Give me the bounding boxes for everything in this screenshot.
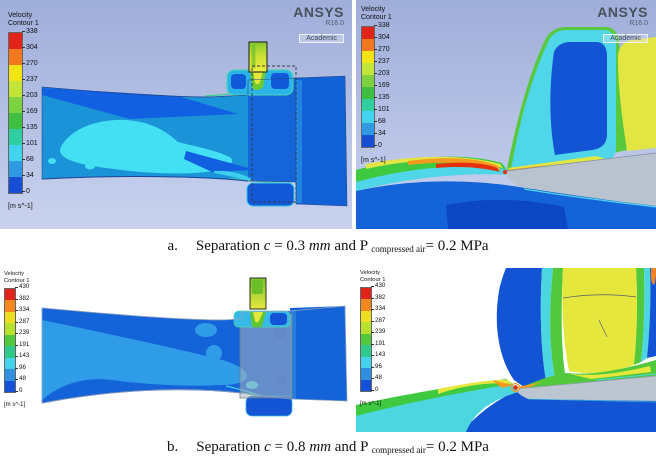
legend-tick: 48 bbox=[15, 376, 26, 382]
legend-colorbar bbox=[361, 25, 375, 148]
legend-unit: [m s^-1] bbox=[8, 202, 33, 210]
caption-label: a. bbox=[167, 238, 178, 254]
ansys-logo: ANSYS R16.0 Academic bbox=[597, 5, 648, 45]
legend-title: Velocity Contour 1 bbox=[4, 271, 30, 284]
legend-tick: 203 bbox=[374, 70, 390, 77]
panel-bottom-right: Velocity Contour 1 430 382 334 287 239 191 143 96… bbox=[356, 268, 656, 432]
legend-tick: 270 bbox=[22, 60, 38, 67]
legend-tick: 0 bbox=[371, 386, 378, 393]
legend-tick: 0 bbox=[22, 188, 30, 195]
legend-tick: 96 bbox=[15, 364, 26, 371]
legend-tick: 382 bbox=[371, 294, 385, 301]
caption-b: b. Separation c = 0.8 mm and P compresse… bbox=[0, 432, 656, 461]
caption-text: Separation c = 0.3 mm and P compressed a… bbox=[196, 238, 489, 272]
legend-tick: 143 bbox=[371, 352, 385, 358]
caption-text: Separation c = 0.8 mm and P compressed a… bbox=[196, 439, 489, 461]
legend-title: Velocity Contour 1 bbox=[8, 12, 39, 28]
caption-segment: = 0.3 bbox=[270, 238, 309, 254]
legend-tick: 237 bbox=[374, 58, 390, 65]
caption-segment: = 0.8 bbox=[270, 439, 310, 455]
legend-tick: 287 bbox=[371, 317, 385, 324]
ansys-release: R16.0 bbox=[629, 20, 648, 27]
legend-colorbar bbox=[4, 287, 16, 394]
legend-tick: 334 bbox=[15, 307, 29, 313]
caption-variable: c bbox=[264, 439, 271, 455]
velocity-legend: Velocity Contour 1 430 382 334 287 239 191 143 96… bbox=[360, 270, 385, 407]
legend-tick: 101 bbox=[22, 140, 38, 147]
legend-tick: 34 bbox=[374, 130, 386, 137]
ansys-brand: ANSYS bbox=[597, 4, 648, 20]
legend-tick: 143 bbox=[15, 353, 29, 359]
caption-unit: mm bbox=[308, 238, 331, 254]
legend-tick: 287 bbox=[15, 318, 29, 325]
legend-tick: 239 bbox=[15, 330, 29, 336]
legend-tick: 68 bbox=[22, 156, 34, 163]
caption-segment: = 0.2 MPa bbox=[425, 238, 489, 254]
velocity-legend: Velocity Contour 1 430 382 334 287 239 191 143 96… bbox=[4, 271, 29, 408]
legend-tick: 169 bbox=[22, 108, 38, 115]
ansys-license-badge: Academic bbox=[603, 34, 648, 43]
velocity-contour-full-a bbox=[0, 0, 352, 229]
legend-colorbar bbox=[8, 31, 23, 194]
legend-tick: 0 bbox=[374, 142, 382, 149]
legend-unit: [m s^-1] bbox=[361, 156, 386, 164]
ansys-license-badge: Academic bbox=[299, 34, 344, 43]
legend-tick: 430 bbox=[15, 284, 29, 290]
legend-tick: 304 bbox=[374, 34, 390, 41]
legend-tick: 96 bbox=[371, 363, 382, 370]
legend-title: Velocity Contour 1 bbox=[360, 270, 386, 283]
velocity-contour-zoom-b bbox=[356, 268, 656, 432]
velocity-legend: Velocity Contour 1 338 304 270 237 203 169 135 10… bbox=[361, 6, 392, 164]
legend-tick: 34 bbox=[22, 172, 34, 179]
velocity-contour-full-b bbox=[0, 268, 352, 432]
legend-tick: 237 bbox=[22, 76, 38, 83]
velocity-legend: Velocity Contour 1 338 304 270 237 203 169 135 10… bbox=[8, 12, 39, 210]
legend-colorbar bbox=[360, 286, 372, 393]
ansys-logo: ANSYS R16.0 Academic bbox=[293, 5, 344, 45]
legend-tick: 68 bbox=[374, 118, 386, 125]
zoom-region-box bbox=[251, 65, 297, 203]
legend-tick: 169 bbox=[374, 82, 390, 89]
legend-tick: 270 bbox=[374, 46, 390, 53]
caption-segment: Separation bbox=[196, 439, 265, 455]
caption-unit: mm bbox=[309, 439, 331, 455]
legend-tick: 191 bbox=[15, 341, 29, 348]
legend-tick: 191 bbox=[371, 340, 385, 347]
caption-segment: = 0.2 MPa bbox=[425, 439, 489, 455]
caption-segment: and P bbox=[330, 238, 372, 254]
caption-segment: and P bbox=[330, 439, 372, 455]
legend-tick: 101 bbox=[374, 106, 390, 113]
panel-top-left: Velocity Contour 1 338 304 270 237 203 169 135 10… bbox=[0, 0, 352, 229]
legend-tick: 239 bbox=[371, 329, 385, 335]
zoom-region-shade bbox=[239, 313, 293, 399]
legend-tick: 304 bbox=[22, 44, 38, 51]
velocity-contour-zoom-a bbox=[356, 0, 656, 229]
caption-subscript: compressed air bbox=[371, 244, 426, 254]
caption-label: b. bbox=[167, 439, 179, 455]
caption-a: a. Separation c = 0.3 mm and P compresse… bbox=[0, 229, 656, 268]
legend-title: Velocity Contour 1 bbox=[361, 6, 392, 22]
ansys-release: R16.0 bbox=[325, 20, 344, 27]
legend-tick: 338 bbox=[374, 22, 390, 29]
panel-top-right: Velocity Contour 1 338 304 270 237 203 169 135 10… bbox=[356, 0, 656, 229]
legend-unit: [m s^-1] bbox=[360, 401, 382, 408]
legend-tick: 430 bbox=[371, 283, 385, 289]
legend-tick: 48 bbox=[371, 375, 382, 381]
legend-tick: 135 bbox=[374, 94, 390, 101]
legend-tick: 382 bbox=[15, 295, 29, 302]
legend-tick: 135 bbox=[22, 124, 38, 131]
caption-subscript: compressed air bbox=[371, 445, 426, 455]
legend-unit: [m s^-1] bbox=[4, 402, 26, 409]
legend-tick: 203 bbox=[22, 92, 38, 99]
panel-bottom-left: Velocity Contour 1 430 382 334 287 239 191 143 96… bbox=[0, 268, 352, 432]
caption-segment: Separation bbox=[195, 238, 264, 254]
legend-tick: 0 bbox=[15, 387, 22, 394]
legend-tick: 334 bbox=[371, 306, 385, 312]
ansys-brand: ANSYS bbox=[293, 4, 344, 20]
caption-variable: c bbox=[263, 238, 271, 254]
legend-tick: 338 bbox=[22, 28, 38, 35]
